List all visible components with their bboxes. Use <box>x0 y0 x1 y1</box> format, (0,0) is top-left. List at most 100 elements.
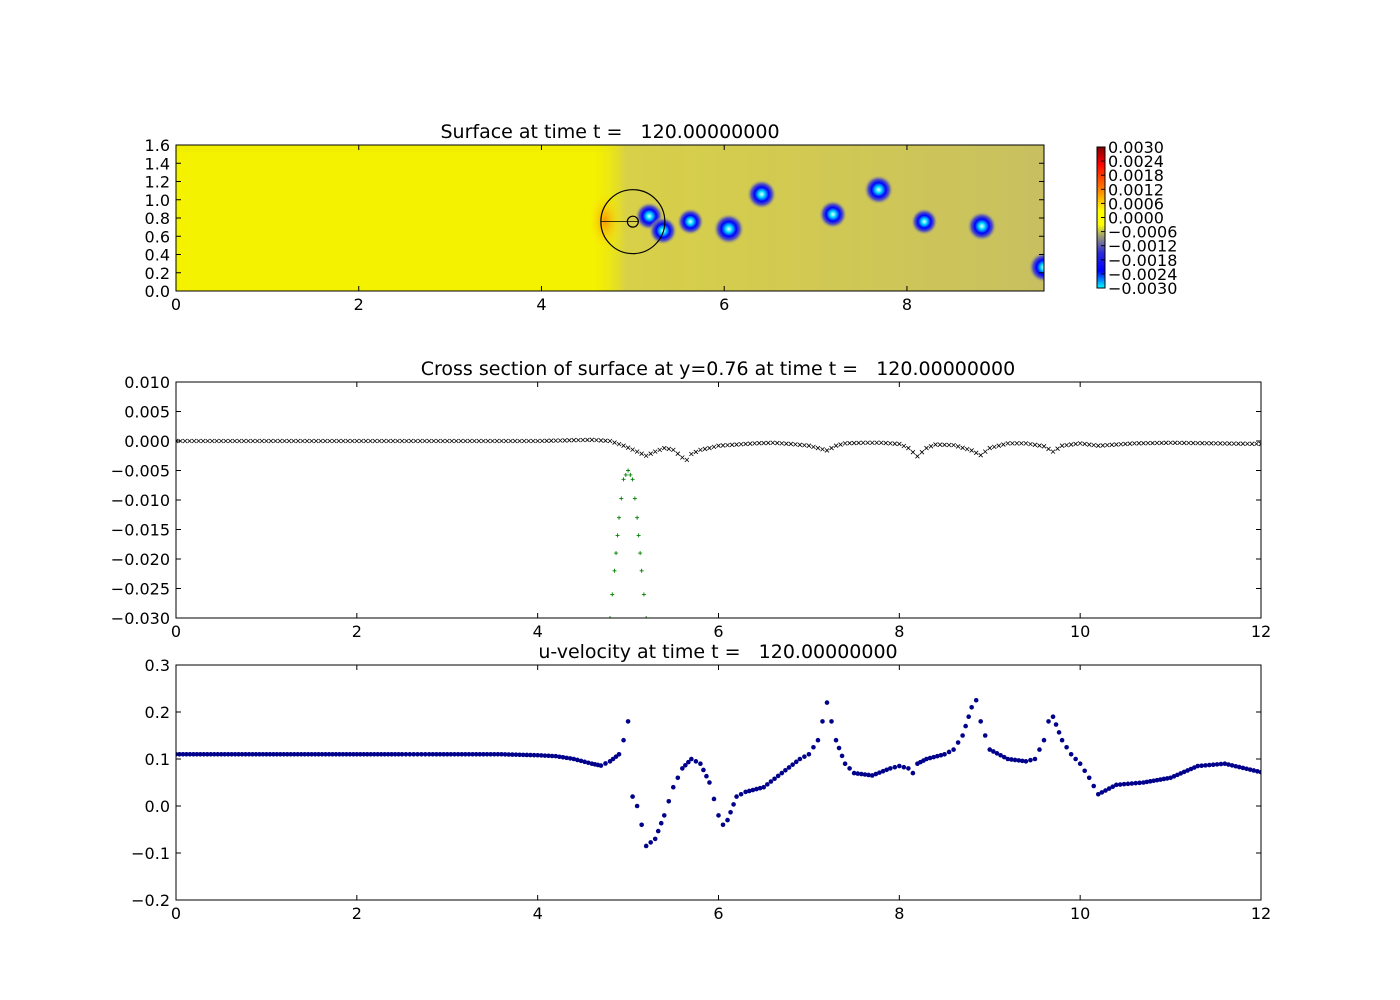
u-velocity-point <box>246 752 252 757</box>
surface-point <box>1100 443 1106 448</box>
surface-point <box>987 445 993 451</box>
u-velocity-point <box>955 740 961 745</box>
surface-point <box>273 438 278 444</box>
surface-point <box>413 438 418 444</box>
u-velocity-point <box>746 788 752 794</box>
u-velocity-point <box>707 780 712 785</box>
surface-point <box>363 438 369 444</box>
surface-point <box>241 438 247 444</box>
surface-point <box>942 442 947 448</box>
u-velocity-point <box>901 764 907 770</box>
surface-point <box>693 449 699 455</box>
u-velocity-point <box>1041 737 1047 743</box>
u-velocity-point <box>351 752 356 757</box>
surface-point <box>426 438 432 444</box>
u-velocity-point <box>309 752 314 757</box>
colorbar-tick-label: 0.0000 <box>1108 209 1164 228</box>
u-velocity-point <box>319 752 325 757</box>
surface-point <box>1001 442 1006 447</box>
surface-point <box>919 449 925 455</box>
x-tick-label: 10 <box>1070 904 1090 923</box>
surface-point <box>1109 442 1115 448</box>
surface-point <box>395 438 400 444</box>
u-velocity-point <box>643 843 649 849</box>
reference-point <box>630 477 635 482</box>
surface-point <box>621 443 626 449</box>
surface-point <box>1046 446 1051 452</box>
u-velocity-point <box>531 752 537 758</box>
surface-point <box>1059 443 1065 449</box>
surface-point <box>1010 441 1015 446</box>
u-velocity-point <box>1064 744 1069 750</box>
x-tick-label: 0 <box>171 295 181 314</box>
surface-point <box>639 451 644 456</box>
surface-point <box>1172 440 1178 446</box>
u-velocity-point <box>389 752 394 757</box>
u-velocity-point <box>1117 782 1123 787</box>
u-velocity-point <box>866 772 871 778</box>
u-velocity-point <box>1091 783 1097 789</box>
surface-point <box>982 449 988 454</box>
u-velocity-point <box>666 799 672 804</box>
surface-point <box>449 438 455 444</box>
surface-point <box>725 442 730 448</box>
surface-heatmap-title: Surface at time t = 120.00000000 <box>440 121 779 143</box>
surface-point <box>1028 441 1033 447</box>
surface-point <box>892 441 898 446</box>
u-velocity-point <box>842 761 848 766</box>
u-velocity-point <box>797 756 803 762</box>
surface-point <box>991 444 997 450</box>
u-velocity-point <box>963 723 968 729</box>
surface-point <box>1181 440 1187 446</box>
surface-point <box>463 438 468 444</box>
u-velocity-point <box>229 752 234 757</box>
surface-point <box>607 438 613 444</box>
surface-point <box>824 448 830 453</box>
u-velocity-point <box>1037 747 1042 752</box>
u-velocity-point <box>761 784 767 790</box>
u-velocity-point <box>1258 769 1261 775</box>
colorbar-tick-label: 0.0012 <box>1108 180 1164 199</box>
surface-point <box>381 438 387 444</box>
surface-point <box>1145 440 1151 446</box>
surface-point <box>291 438 296 444</box>
surface-point <box>304 438 310 444</box>
u-velocity-point <box>775 773 781 779</box>
u-velocity-point <box>274 752 280 757</box>
surface-point <box>1082 441 1087 447</box>
surface-point <box>246 438 251 444</box>
surface-point <box>743 441 748 447</box>
u-velocity-point <box>236 752 241 757</box>
x-tick-label: 8 <box>894 622 904 641</box>
x-tick-label: 8 <box>894 904 904 923</box>
surface-point <box>336 438 342 444</box>
surface-point <box>458 438 464 444</box>
u-velocity-point <box>987 747 993 752</box>
u-velocity-point <box>1056 730 1062 735</box>
surface-point <box>702 446 708 452</box>
u-velocity-point <box>924 756 929 762</box>
u-velocity-point <box>973 697 979 703</box>
surface-point <box>322 438 328 444</box>
surface-point <box>897 441 902 447</box>
u-velocity-point <box>368 752 374 757</box>
u-velocity-point <box>459 752 465 757</box>
u-velocity-point <box>1218 761 1224 767</box>
y-tick-label: −0.015 <box>111 521 170 540</box>
u-velocity-point <box>738 791 744 797</box>
surface-point <box>752 441 757 446</box>
u-velocity-point <box>312 752 318 757</box>
u-velocity-point <box>535 752 540 758</box>
u-velocity-point <box>716 813 721 818</box>
surface-point <box>1086 442 1092 447</box>
u-velocity-point <box>1110 784 1116 790</box>
surface-point <box>1258 441 1261 447</box>
u-velocity-point <box>430 752 436 757</box>
surface-point <box>856 440 861 446</box>
u-velocity-point <box>836 745 842 751</box>
u-velocity-point <box>1020 758 1025 764</box>
u-velocity-point <box>201 752 207 757</box>
u-velocity-point <box>488 752 493 757</box>
surface-point <box>964 446 970 452</box>
surface-point <box>562 438 568 443</box>
